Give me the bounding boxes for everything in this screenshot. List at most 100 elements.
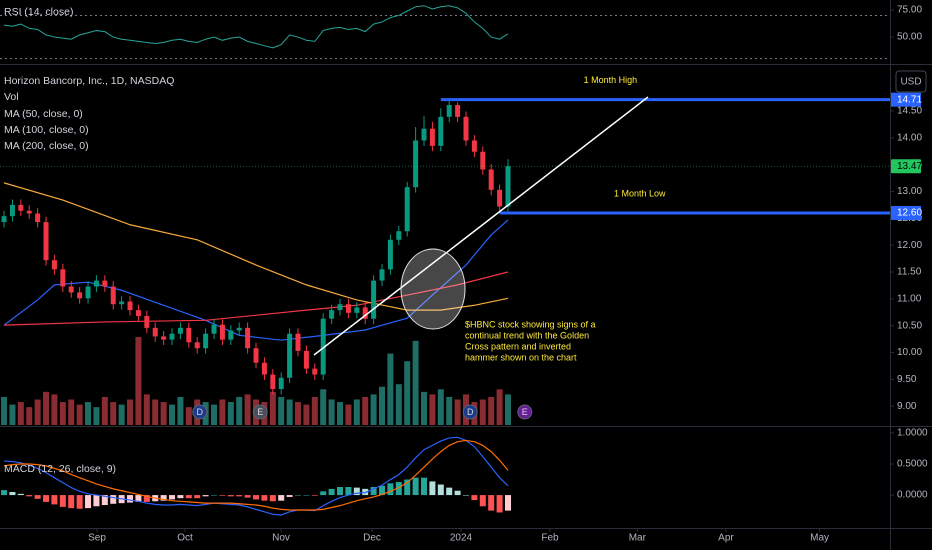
candle-body: [505, 166, 511, 207]
histogram-bar: [244, 495, 251, 498]
annotation-text: continual trend with the Golden: [465, 330, 589, 340]
candle-body: [253, 348, 259, 363]
y-tick-label: 10.50: [897, 320, 922, 331]
histogram-bar: [135, 495, 142, 502]
annotation-text: hammer shown on the chart: [465, 352, 577, 362]
candle-body: [270, 374, 276, 390]
y-tick-label: 9.00: [897, 401, 917, 412]
level-label: 14.71: [897, 94, 922, 105]
volume-bar: [169, 404, 176, 425]
volume-bar: [412, 340, 419, 425]
event-label: D: [467, 407, 474, 417]
histogram-bar: [345, 487, 352, 496]
y-tick-label: 1.0000: [897, 428, 928, 439]
currency-button[interactable]: [895, 70, 927, 93]
histogram-bar: [76, 495, 83, 509]
candle-body: [396, 231, 402, 240]
y-tick-label: 12.00: [897, 240, 922, 251]
candle-body: [287, 333, 293, 378]
volume-bar: [219, 399, 226, 425]
histogram-bar: [379, 485, 386, 496]
volume-bar: [446, 396, 453, 425]
candle-body: [51, 260, 57, 270]
histogram-bar: [303, 495, 310, 496]
volume-bar: [152, 399, 159, 425]
volume-bar: [227, 402, 234, 425]
histogram-bar: [93, 495, 100, 507]
volume-bar: [1, 396, 8, 425]
candle-body: [135, 310, 141, 317]
y-tick-label: 10.00: [897, 347, 922, 358]
candle-body: [169, 333, 175, 340]
volume-bar: [379, 386, 386, 425]
volume-bar: [160, 402, 167, 425]
candle-body: [320, 318, 326, 375]
labels: RSI (14, close) Horizon Bancorp, Inc., 1…: [4, 5, 928, 544]
annotation-text: Cross pattern and inverted: [465, 341, 571, 351]
volume-bar: [353, 399, 360, 425]
histogram-bar: [311, 495, 318, 496]
moving-average-line: [3, 182, 509, 311]
candle-body: [68, 286, 74, 293]
candle-body: [161, 336, 167, 340]
symbol-legend: Horizon Bancorp, Inc., 1D, NASDAQ: [4, 75, 174, 87]
y-tick-label: 0.5000: [897, 459, 928, 470]
last-price-label: 13.47: [897, 161, 922, 172]
volume-bar: [17, 402, 24, 425]
histogram-bar: [227, 495, 234, 497]
histogram-bar: [479, 495, 486, 507]
x-tick-label: Dec: [363, 533, 381, 544]
candle-body: [35, 213, 41, 223]
volume-bar: [9, 404, 16, 425]
x-tick-label: Nov: [272, 533, 290, 544]
histogram-bar: [412, 477, 419, 496]
volume-bar: [345, 404, 352, 425]
volume-bar: [118, 404, 125, 425]
event-badge: [517, 404, 533, 420]
candle-body: [219, 324, 225, 340]
volume-bar: [85, 402, 92, 425]
candle-body: [429, 128, 435, 146]
event-badge: [252, 404, 268, 420]
histogram-bar: [286, 495, 293, 497]
candle-body: [228, 330, 234, 340]
histogram-bar: [488, 495, 495, 511]
histogram-bar: [253, 495, 260, 500]
y-tick-label: 0.0000: [897, 490, 928, 501]
histogram-bar: [51, 495, 58, 505]
volume-bar: [269, 391, 276, 425]
y-tick-label: 11.50: [897, 267, 922, 278]
candle-body: [102, 280, 108, 287]
volume-bar: [387, 353, 394, 425]
histogram-bar: [437, 484, 444, 496]
currency-label[interactable]: USD: [900, 77, 921, 88]
histogram-bar: [278, 495, 285, 501]
histogram-bar: [404, 479, 411, 496]
candle-body: [480, 151, 486, 170]
volume-bar: [504, 394, 511, 425]
candle-body: [119, 301, 125, 305]
volume-bar: [311, 396, 318, 425]
y-tick-label: 75.00: [897, 5, 922, 16]
volume-bar: [34, 399, 41, 425]
histogram-bar: [395, 482, 402, 496]
candle-body: [446, 105, 452, 117]
histogram-bar: [320, 491, 327, 496]
histogram-bar: [462, 495, 469, 496]
volume-bar: [110, 402, 117, 425]
candle-body: [497, 189, 503, 207]
histogram-bar: [446, 487, 453, 496]
candle-body: [295, 333, 301, 351]
histogram-bar: [353, 487, 360, 496]
histogram-bar: [337, 487, 344, 496]
y-tick-label: 50.00: [897, 32, 922, 43]
last-price-badge: [891, 159, 921, 174]
x-tick-label: Mar: [629, 533, 647, 544]
candle-body: [354, 307, 360, 313]
y-tick-label: 13.00: [897, 186, 922, 197]
volume-bar: [143, 394, 150, 425]
candle-body: [9, 204, 15, 217]
histogram-bar: [295, 495, 302, 496]
candle-body: [404, 187, 410, 232]
